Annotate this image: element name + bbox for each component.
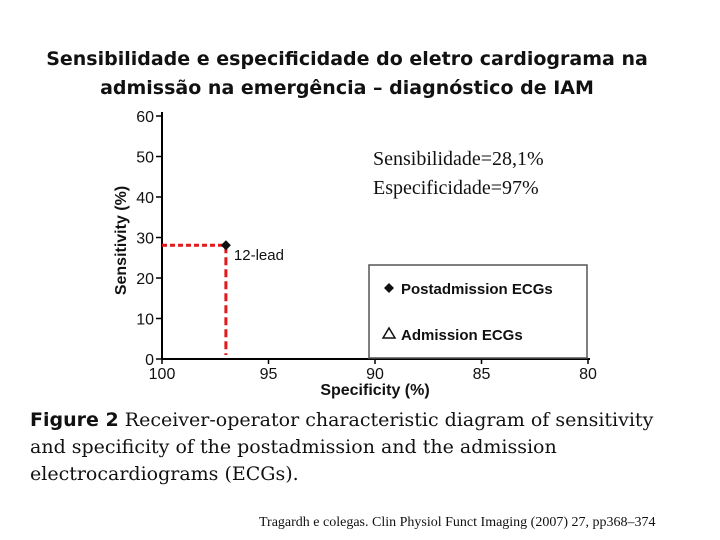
- specificity-annotation: Especificidade=97%: [373, 177, 539, 199]
- y-tick-label: 30: [136, 231, 154, 248]
- y-axis-label: Sensitivity (%): [113, 186, 130, 295]
- y-tick-label: 50: [136, 150, 154, 167]
- legend-label-postadmission: Postadmission ECGs: [401, 281, 553, 298]
- y-tick-label: 0: [145, 352, 154, 369]
- y-tick-label: 60: [136, 109, 154, 126]
- slide-title-line-1: Sensibilidade e especificidade do eletro…: [46, 48, 648, 70]
- x-axis-label: Specificity (%): [320, 382, 429, 399]
- data-point-label: 12-lead: [234, 247, 284, 264]
- slide-title: Sensibilidade e especificidade do eletro…: [0, 45, 694, 103]
- x-tick-label: 85: [473, 366, 491, 383]
- sensitivity-annotation: Sensibilidade=28,1%: [373, 148, 544, 170]
- figure-caption-text: Receiver-operator characteristic diagram…: [30, 409, 654, 485]
- x-tick-label: 80: [579, 366, 597, 383]
- data-point-postadmission: [220, 240, 231, 251]
- y-tick-label: 40: [136, 190, 154, 207]
- x-tick-label: 100: [149, 366, 176, 383]
- x-tick-label: 95: [260, 366, 278, 383]
- x-tick-label: 90: [366, 366, 384, 383]
- figure-caption-label: Figure 2: [30, 409, 119, 431]
- legend-marker-admission: [381, 326, 397, 339]
- legend-label-admission: Admission ECGs: [401, 327, 523, 344]
- y-tick-label: 20: [136, 271, 154, 288]
- chart-legend: [368, 264, 588, 359]
- legend-marker-postadmission: [384, 283, 394, 293]
- figure-caption: Figure 2 Receiver-operator characteristi…: [30, 407, 680, 488]
- y-tick-label: 10: [136, 312, 154, 329]
- source-citation: Tragardh e colegas. Clin Physiol Funct I…: [259, 515, 656, 530]
- slide-title-line-2: admissão na emergência – diagnóstico de …: [100, 77, 594, 99]
